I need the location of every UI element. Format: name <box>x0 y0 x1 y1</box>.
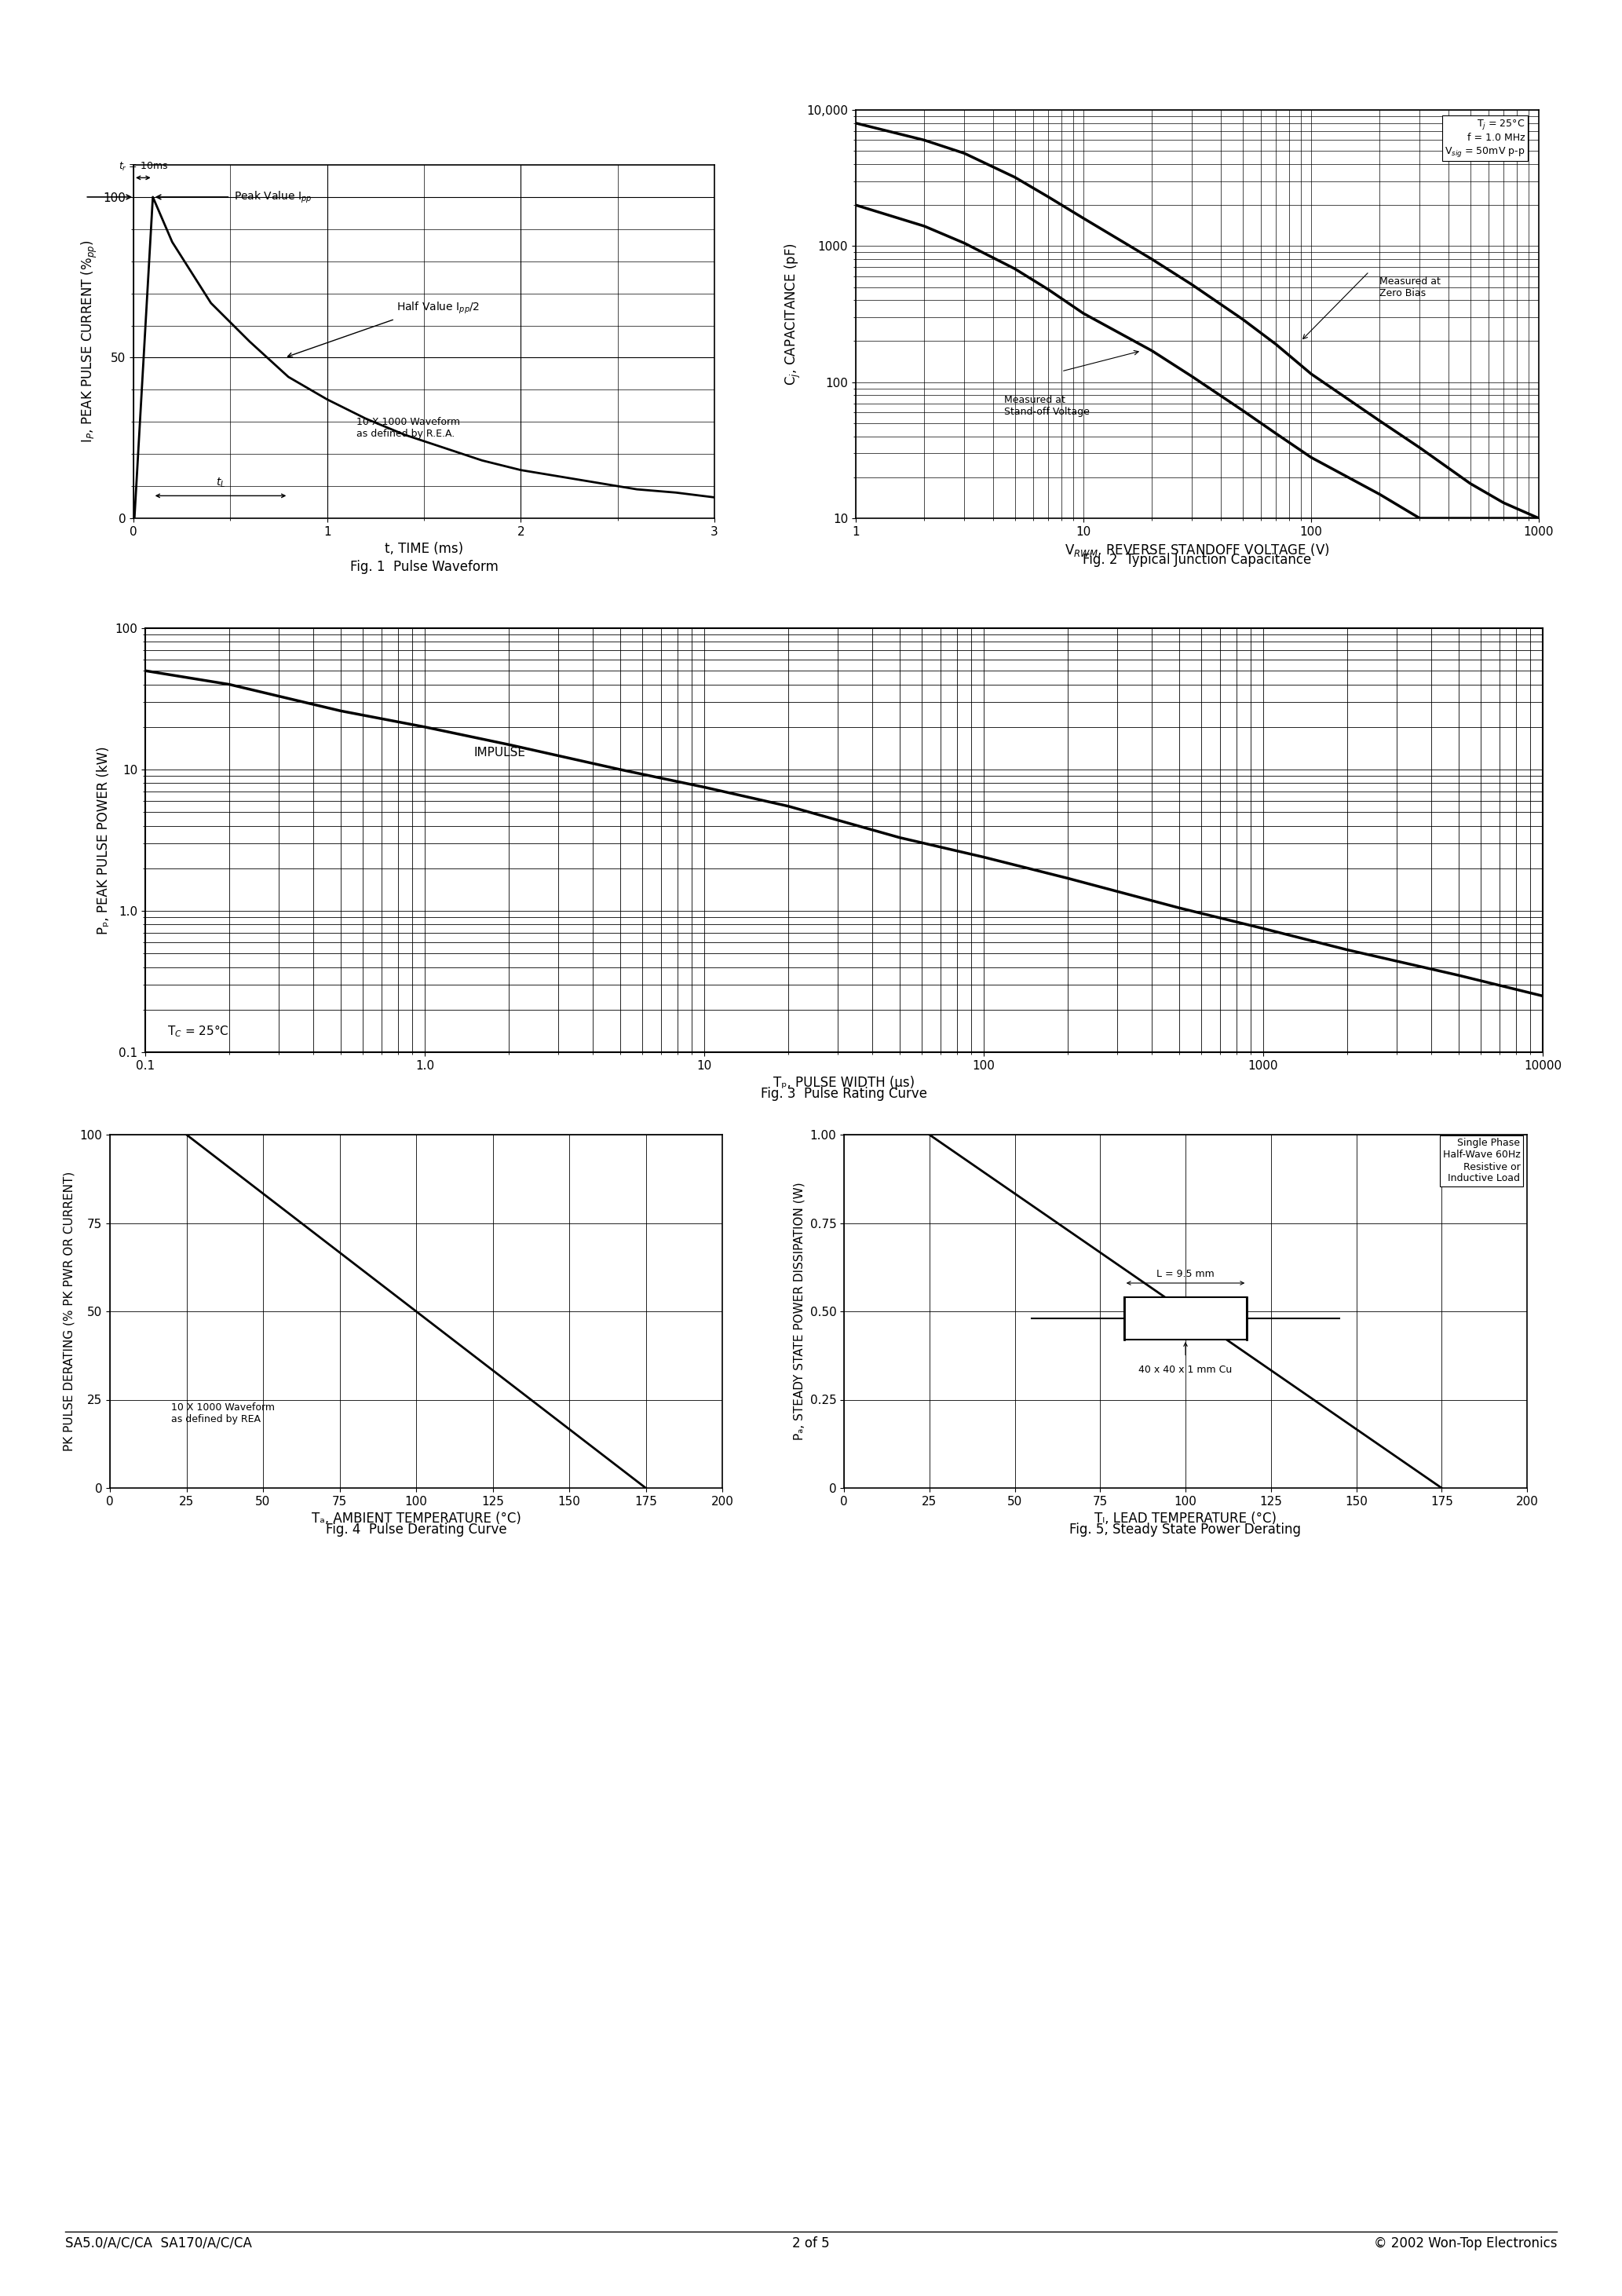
X-axis label: t, TIME (ms): t, TIME (ms) <box>384 542 464 556</box>
Y-axis label: I$_P$, PEAK PULSE CURRENT (%$_{pp}$): I$_P$, PEAK PULSE CURRENT (%$_{pp}$) <box>79 241 99 443</box>
Text: T$_j$ = 25°C
f = 1.0 MHz
V$_{sig}$ = 50mV p-p: T$_j$ = 25°C f = 1.0 MHz V$_{sig}$ = 50m… <box>1445 117 1525 158</box>
Text: Fig. 4  Pulse Derating Curve: Fig. 4 Pulse Derating Curve <box>326 1522 506 1536</box>
Text: T$_C$ = 25°C: T$_C$ = 25°C <box>167 1024 229 1038</box>
Text: L = 9.5 mm: L = 9.5 mm <box>1156 1270 1215 1279</box>
Text: Single Phase
Half-Wave 60Hz
Resistive or
Inductive Load: Single Phase Half-Wave 60Hz Resistive or… <box>1442 1139 1520 1185</box>
Text: Peak Value I$_{pp}$: Peak Value I$_{pp}$ <box>234 191 313 204</box>
Y-axis label: PK PULSE DERATING (% PK PWR OR CURRENT): PK PULSE DERATING (% PK PWR OR CURRENT) <box>63 1171 75 1451</box>
Text: Measured at
Stand-off Voltage: Measured at Stand-off Voltage <box>1004 395 1090 418</box>
Y-axis label: Pₚ, PEAK PULSE POWER (kW): Pₚ, PEAK PULSE POWER (kW) <box>96 746 110 934</box>
Text: 10 X 1000 Waveform
as defined by REA: 10 X 1000 Waveform as defined by REA <box>172 1403 274 1424</box>
Text: 10 X 1000 Waveform
as defined by R.E.A.: 10 X 1000 Waveform as defined by R.E.A. <box>357 418 459 439</box>
Text: Fig. 5, Steady State Power Derating: Fig. 5, Steady State Power Derating <box>1069 1522 1301 1536</box>
Y-axis label: Pₐ, STEADY STATE POWER DISSIPATION (W): Pₐ, STEADY STATE POWER DISSIPATION (W) <box>793 1182 806 1440</box>
Text: © 2002 Won-Top Electronics: © 2002 Won-Top Electronics <box>1374 2236 1557 2250</box>
Text: $t_r$ = 10ms: $t_r$ = 10ms <box>118 161 169 172</box>
Text: SA5.0/A/C/CA  SA170/A/C/CA: SA5.0/A/C/CA SA170/A/C/CA <box>65 2236 251 2250</box>
Text: 2 of 5: 2 of 5 <box>792 2236 830 2250</box>
Text: 40 x 40 x 1 mm Cu: 40 x 40 x 1 mm Cu <box>1139 1364 1233 1375</box>
Bar <box>1124 1297 1247 1339</box>
Y-axis label: C$_j$, CAPACITANCE (pF): C$_j$, CAPACITANCE (pF) <box>783 243 803 386</box>
X-axis label: Tₗ, LEAD TEMPERATURE (°C): Tₗ, LEAD TEMPERATURE (°C) <box>1095 1511 1277 1527</box>
Text: Fig. 2  Typical Junction Capacitance: Fig. 2 Typical Junction Capacitance <box>1083 553 1312 567</box>
Text: Measured at
Zero Bias: Measured at Zero Bias <box>1380 276 1440 298</box>
X-axis label: V$_{RWM}$, REVERSE STANDOFF VOLTAGE (V): V$_{RWM}$, REVERSE STANDOFF VOLTAGE (V) <box>1064 542 1330 558</box>
X-axis label: Tₐ, AMBIENT TEMPERATURE (°C): Tₐ, AMBIENT TEMPERATURE (°C) <box>311 1511 521 1527</box>
Text: $t_L$: $t_L$ <box>216 478 225 489</box>
X-axis label: Tₚ, PULSE WIDTH (μs): Tₚ, PULSE WIDTH (μs) <box>774 1077 915 1091</box>
Text: IMPULSE: IMPULSE <box>474 746 526 758</box>
Text: Half Value I$_{pp}$/2: Half Value I$_{pp}$/2 <box>397 301 480 317</box>
Text: Fig. 1  Pulse Waveform: Fig. 1 Pulse Waveform <box>350 560 498 574</box>
Text: Fig. 3  Pulse Rating Curve: Fig. 3 Pulse Rating Curve <box>761 1086 928 1100</box>
